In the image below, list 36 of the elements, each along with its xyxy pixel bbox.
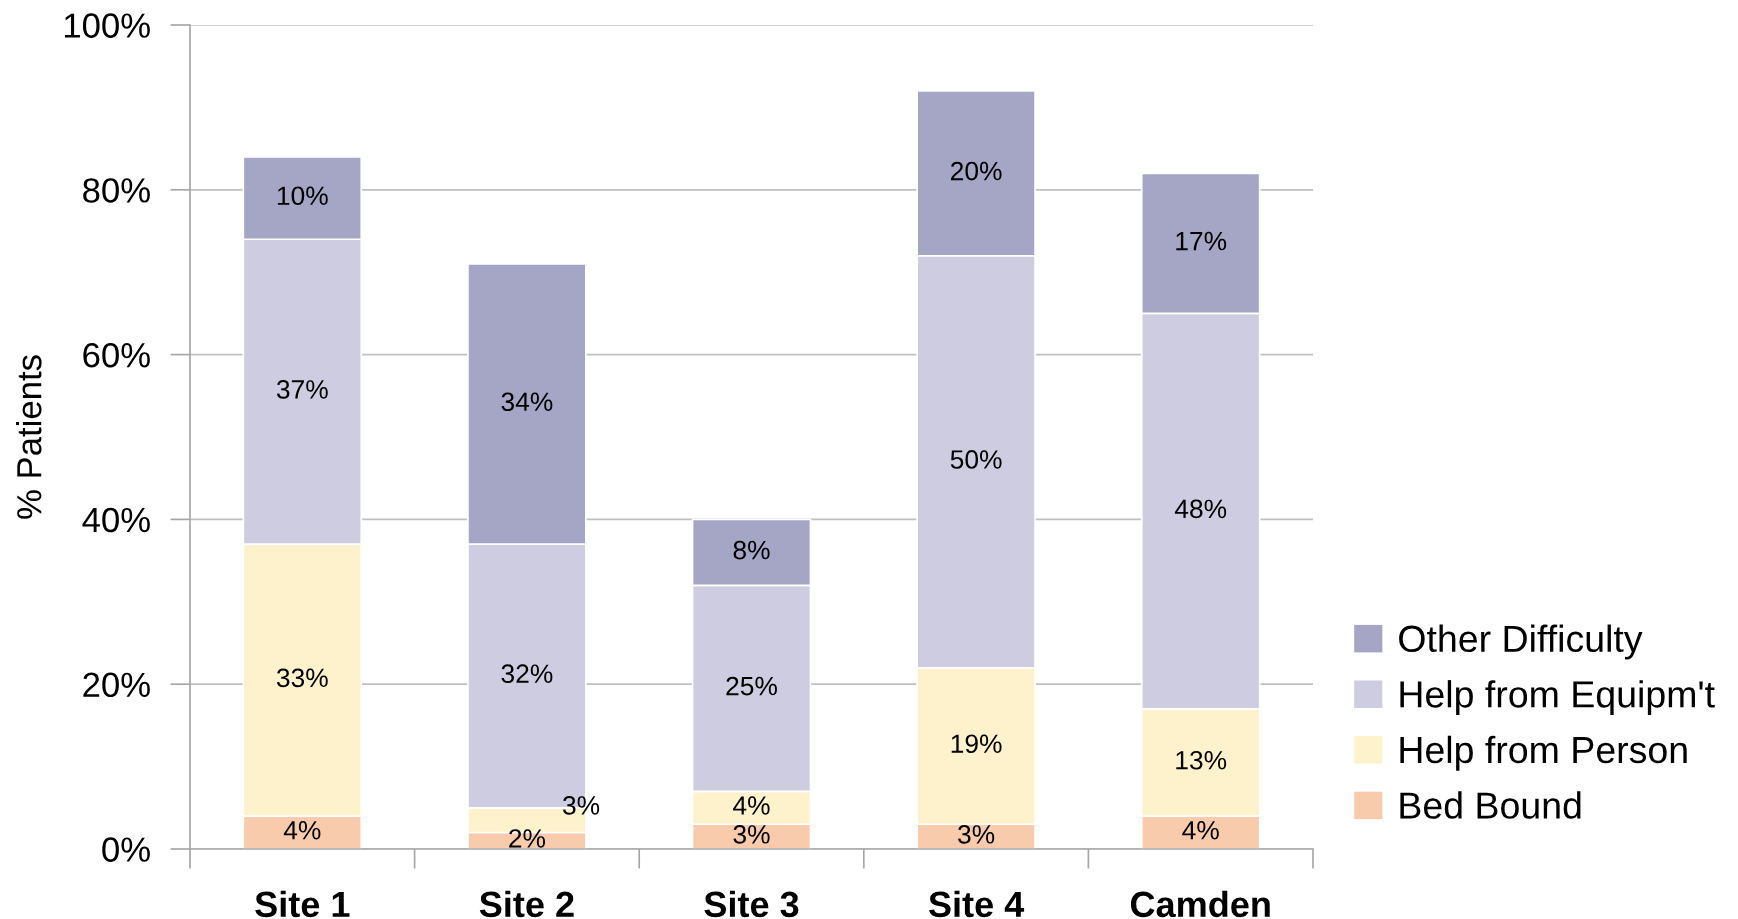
y-tick-label: 80% [83, 178, 150, 203]
data-label: 17% [1176, 231, 1227, 251]
data-label: 8% [733, 540, 770, 560]
legend-label: Help from Person [1400, 735, 1687, 771]
x-tick-label: Site 4 [928, 890, 1025, 918]
legend-label: Help from Equipm't [1400, 680, 1715, 716]
y-tick-label: 100% [64, 13, 150, 38]
data-label: 4% [733, 796, 770, 815]
y-tick-label: 0% [102, 837, 150, 862]
data-label: 25% [726, 676, 777, 696]
data-label: 3% [958, 825, 995, 844]
data-label: 4% [1182, 821, 1219, 840]
y-axis-title: % Patients [16, 355, 42, 519]
legend-label: Other Difficulty [1399, 624, 1643, 660]
data-label: 48% [1174, 499, 1227, 519]
x-tick-label: Site 3 [704, 890, 799, 918]
data-label: 32% [501, 664, 553, 684]
data-label: 10% [277, 186, 328, 206]
data-label: 50% [950, 450, 1002, 469]
data-label: 19% [951, 734, 1002, 754]
data-label: 34% [501, 392, 553, 412]
data-label: 33% [276, 668, 328, 688]
data-label: 2% [509, 829, 546, 848]
data-label: 13% [1176, 750, 1227, 770]
x-tick-label: Camden [1130, 890, 1270, 918]
data-label: 3% [733, 825, 770, 844]
y-tick-label: 60% [83, 342, 150, 368]
data-label: 4% [283, 821, 321, 840]
x-tick-label: Site 2 [479, 890, 574, 918]
y-tick-label: 40% [82, 507, 150, 533]
x-tick-label: Site 1 [255, 890, 350, 918]
y-tick-label: 20% [83, 672, 150, 698]
data-label: 37% [276, 380, 328, 399]
legend-label: Bed Bound [1400, 791, 1581, 819]
data-label: 3% [563, 796, 600, 815]
data-label: 20% [951, 161, 1002, 181]
